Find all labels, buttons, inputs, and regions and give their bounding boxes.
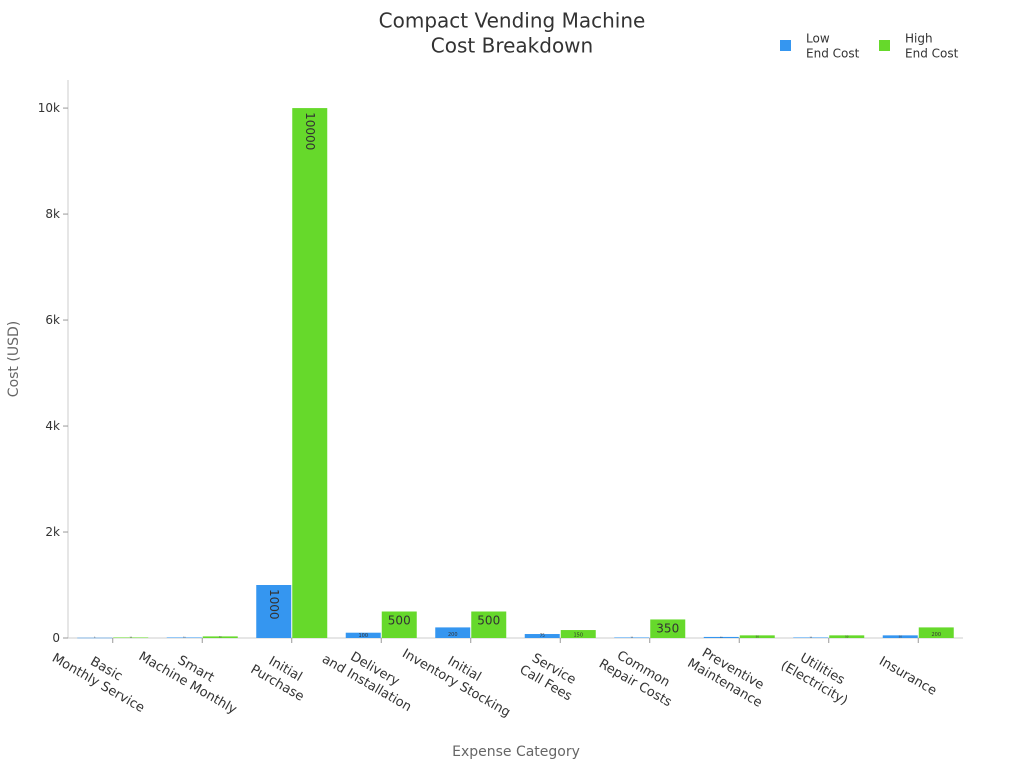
data-label: 10 <box>630 637 633 639</box>
y-tick-label: 10k <box>38 101 60 115</box>
data-label: 150 <box>573 632 583 638</box>
y-tick-label: 4k <box>45 419 60 433</box>
x-tick-label: Utilities(Electricity) <box>778 644 858 708</box>
data-label: 200 <box>448 632 458 638</box>
x-axis-label: Expense Category <box>452 744 580 760</box>
bar <box>793 637 829 638</box>
bar <box>166 637 202 638</box>
x-tick-label: Insurance <box>876 654 939 699</box>
bar <box>524 634 560 638</box>
y-tick-label: 6k <box>45 313 60 327</box>
data-label: 100 <box>358 633 368 639</box>
data-label: 5 <box>94 637 96 639</box>
bar <box>829 635 865 638</box>
bar <box>113 637 149 638</box>
bar <box>882 635 918 638</box>
x-tick-label: SmartMachine Monthly <box>136 635 248 718</box>
bar <box>256 585 292 638</box>
bar <box>77 637 113 639</box>
y-tick-label: 8k <box>45 207 60 221</box>
y-axis-label: Cost (USD) <box>6 321 22 397</box>
data-label: 50 <box>756 634 760 638</box>
bar <box>202 636 238 638</box>
data-label: 10 <box>129 637 132 639</box>
bar <box>560 630 596 638</box>
bar <box>650 619 686 638</box>
bar <box>739 635 775 638</box>
x-tick-label: CommonRepair Costs <box>596 643 682 711</box>
x-tick-label: BasicMonthly Service <box>49 637 155 716</box>
bar <box>292 108 328 639</box>
chart-title: Compact Vending Machine Cost Breakdown <box>379 9 646 58</box>
data-label: 350 <box>656 621 679 635</box>
y-tick-label: 2k <box>45 525 60 539</box>
data-label: 30 <box>219 637 222 639</box>
bar <box>614 637 650 638</box>
legend-label: Low End Cost <box>806 32 860 61</box>
bar <box>381 611 417 638</box>
x-tick-label: PreventiveMaintenance <box>685 642 773 711</box>
bar <box>703 636 739 638</box>
data-label: 75 <box>540 633 546 638</box>
data-label: 10 <box>809 637 812 639</box>
legend-swatch[interactable] <box>879 40 890 51</box>
x-tick-label: InitialPurchase <box>248 648 315 705</box>
legend-swatch[interactable] <box>780 40 791 51</box>
legend-label: High End Cost <box>905 32 959 61</box>
bar <box>471 611 507 638</box>
data-label: 50 <box>899 634 903 638</box>
data-label: 500 <box>477 614 500 628</box>
bar <box>435 627 471 638</box>
bar <box>345 632 381 638</box>
data-label: 50 <box>845 634 849 638</box>
x-tick-label: ServiceCall Fees <box>517 648 583 704</box>
data-label: 10 <box>183 637 186 639</box>
data-label: 1000 <box>267 589 281 620</box>
data-label: 20 <box>720 637 723 639</box>
x-tick-label: InitialInventory Stocking <box>399 632 521 720</box>
bar <box>918 627 954 638</box>
data-label: 200 <box>931 632 941 638</box>
data-label: 500 <box>388 614 411 628</box>
y-tick-label: 0 <box>52 631 60 645</box>
data-label: 10000 <box>303 112 317 150</box>
